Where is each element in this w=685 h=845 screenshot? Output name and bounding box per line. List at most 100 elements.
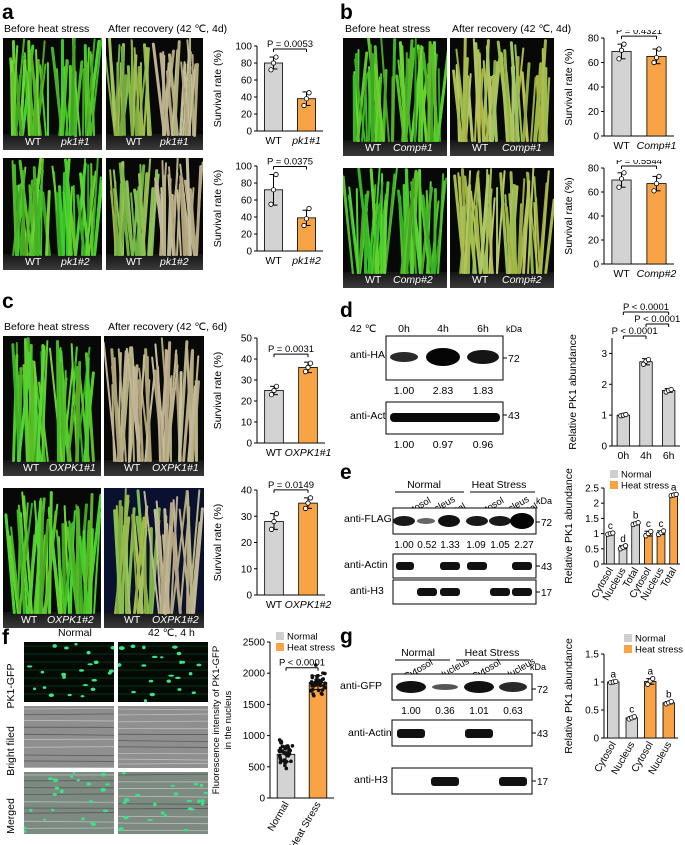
y-tick-label: 0 xyxy=(601,442,607,453)
blot-d: 42 ℃ 0h 4h 6h kDa anti-HA 72 1.00 2.83 1… xyxy=(350,323,522,451)
col-caption-heat: 42 ℃, 4 h xyxy=(148,627,195,639)
data-point xyxy=(323,671,327,676)
data-point xyxy=(268,392,275,398)
significance-letter: d xyxy=(620,534,626,545)
genotype-wt: WT xyxy=(25,136,42,148)
legend-label: Normal xyxy=(287,632,318,643)
genotype-mutant: pk1#2 xyxy=(61,256,90,268)
data-point xyxy=(650,676,656,682)
quant-value: 0.96 xyxy=(473,439,494,451)
y-tick-label: 60 xyxy=(241,196,253,207)
antibody-label: anti-FLAG xyxy=(344,513,392,525)
blot-e: Normal Heat Stress Cytosol Nucleus Total… xyxy=(344,479,553,605)
data-point xyxy=(278,757,283,762)
data-point xyxy=(279,740,283,745)
genotype-comp: Comp#1 xyxy=(502,142,542,154)
category-label: pk1#2 xyxy=(291,255,321,267)
quant-value: 1.01 xyxy=(469,706,489,717)
group-label: Normal xyxy=(401,647,435,659)
y-tick-label: 1.5 xyxy=(585,514,599,525)
bar xyxy=(631,523,640,565)
kda-label: kDa xyxy=(530,662,546,672)
p-value: P = 0.0031 xyxy=(268,344,314,355)
band xyxy=(417,518,435,524)
y-tick-label: 0 xyxy=(259,794,265,805)
y-tick-label: 30 xyxy=(241,512,253,523)
y-tick-label: 40 xyxy=(241,355,253,366)
bar xyxy=(308,682,328,799)
y-tick-label: 1 xyxy=(601,411,607,422)
bar xyxy=(616,414,630,447)
genotype-wt: WT xyxy=(124,614,141,626)
chart-c2: 0 10 20 30 40 Survival rate (%) WT OXPK1#2 P = 0… xyxy=(212,480,332,611)
quant-value: 2.83 xyxy=(433,385,454,397)
data-point xyxy=(631,714,637,720)
category-label: WT xyxy=(613,268,630,280)
data-point xyxy=(270,187,277,193)
data-point xyxy=(306,205,312,212)
data-point xyxy=(651,188,657,194)
y-tick-label: 1000 xyxy=(243,731,266,742)
p-value: P < 0.0001 xyxy=(623,302,669,313)
band xyxy=(426,348,460,366)
data-point xyxy=(673,491,679,497)
y-tick-label: 40 xyxy=(241,486,253,497)
p-value: P < 0.0001 xyxy=(279,658,325,669)
data-point xyxy=(303,96,310,102)
data-point xyxy=(311,692,316,696)
photo-a-after-2: WT pk1#2 xyxy=(106,158,203,270)
y-tick-label: 20 xyxy=(588,236,600,247)
y-tick-label: 80 xyxy=(588,34,600,45)
data-point xyxy=(307,360,314,366)
y-tick-label: 60 xyxy=(588,188,600,199)
data-point xyxy=(284,766,289,771)
row-label: PK1-GFP xyxy=(5,664,17,709)
y-tick-label: 20 xyxy=(241,230,253,241)
data-point xyxy=(271,387,277,394)
data-point xyxy=(303,216,310,222)
photo-c-before-2: WT OXPK1#2 xyxy=(3,488,101,628)
legend-swatch xyxy=(610,481,618,489)
band xyxy=(396,681,426,693)
y-tick-label: 1500 xyxy=(243,700,266,711)
bar xyxy=(611,51,632,137)
data-point xyxy=(618,176,625,182)
y-tick-label: 0 xyxy=(246,591,252,602)
photo-b-before-2: WT Comp#2 xyxy=(343,168,447,288)
band xyxy=(489,516,511,526)
category-label: 4h xyxy=(640,450,652,462)
photo-a-before-2: WT pk1#2 xyxy=(3,158,102,270)
data-point xyxy=(618,47,625,53)
genotype-wt: WT xyxy=(23,462,40,474)
y-tick-label: 80 xyxy=(241,59,253,70)
before-caption-b: Before heat stress xyxy=(345,23,431,35)
data-point xyxy=(660,528,667,534)
marker-label: 72 xyxy=(508,353,520,365)
data-point xyxy=(283,763,287,768)
data-point xyxy=(316,688,321,693)
data-point xyxy=(286,751,291,755)
category-label: WT xyxy=(265,135,282,147)
quant-value: 1.00 xyxy=(394,540,414,551)
chart-b1: 0 20 40 60 80 Survival rate (%) WT Comp#1 P = 0.… xyxy=(563,30,676,152)
bar xyxy=(662,390,676,447)
data-point xyxy=(283,745,287,749)
y-tick-label: 60 xyxy=(241,76,253,87)
data-point xyxy=(668,386,674,393)
band xyxy=(438,515,460,527)
bar xyxy=(264,390,284,444)
lane-label: 4h xyxy=(437,323,449,335)
data-point xyxy=(289,759,293,764)
y-tick-label: 10 xyxy=(241,418,253,429)
genotype-wt: WT xyxy=(25,256,42,268)
significance-letter: a xyxy=(610,669,616,680)
genotype-mutant: pk1#2 xyxy=(160,256,189,268)
bar xyxy=(662,702,675,739)
quant-value: 0.36 xyxy=(435,706,455,717)
marker-label: 72 xyxy=(537,685,549,696)
band xyxy=(466,516,488,526)
data-point xyxy=(305,364,311,371)
panel-label-f: f xyxy=(2,626,9,649)
